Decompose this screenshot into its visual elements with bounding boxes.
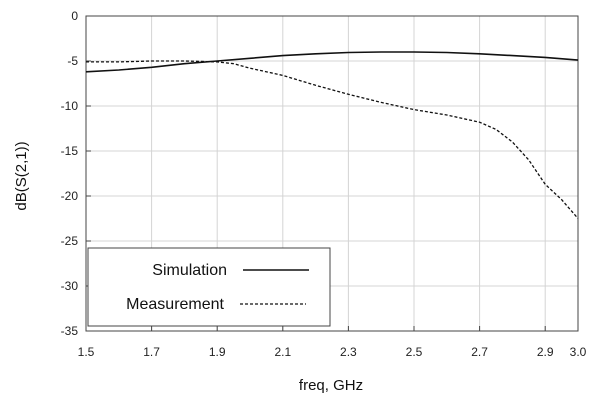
legend-box [87,247,331,327]
y-tick-label: -10 [61,99,79,113]
y-tick-labels: 0 -5 -10 -15 -20 -25 -30 -35 [61,9,79,338]
x-axis-label: freq, GHz [299,377,363,394]
x-tick-label: 2.9 [537,345,554,359]
x-tick-label: 3.0 [570,345,587,359]
x-tick-label: 1.5 [78,345,95,359]
x-tick-label: 1.7 [143,345,160,359]
y-tick-label: 0 [71,9,78,23]
y-tick-label: -15 [61,144,79,158]
y-tick-label: -20 [61,189,79,203]
y-tick-label: -30 [61,279,79,293]
y-tick-label: -25 [61,234,79,248]
series-layer [85,51,579,219]
x-tick-label: 2.7 [471,345,488,359]
x-tick-label: 2.3 [340,345,357,359]
x-tick-label: 2.5 [406,345,423,359]
legend-label-simulation: Simulation [152,262,227,279]
y-tick-label: -5 [67,54,78,68]
legend: Simulation Measurement [87,247,331,327]
x-tick-label: 2.1 [274,345,291,359]
plot-area [85,15,579,332]
y-tick-label: -35 [61,324,79,338]
x-tick-labels: 1.5 1.7 1.9 2.1 2.3 2.5 2.7 2.9 3.0 [78,345,587,359]
series-line-simulation [85,51,579,73]
legend-label-measurement: Measurement [126,296,224,313]
grid [86,16,578,331]
x-tick-label: 1.9 [209,345,226,359]
y-axis-label: dB(S(2,1)) [13,141,30,210]
